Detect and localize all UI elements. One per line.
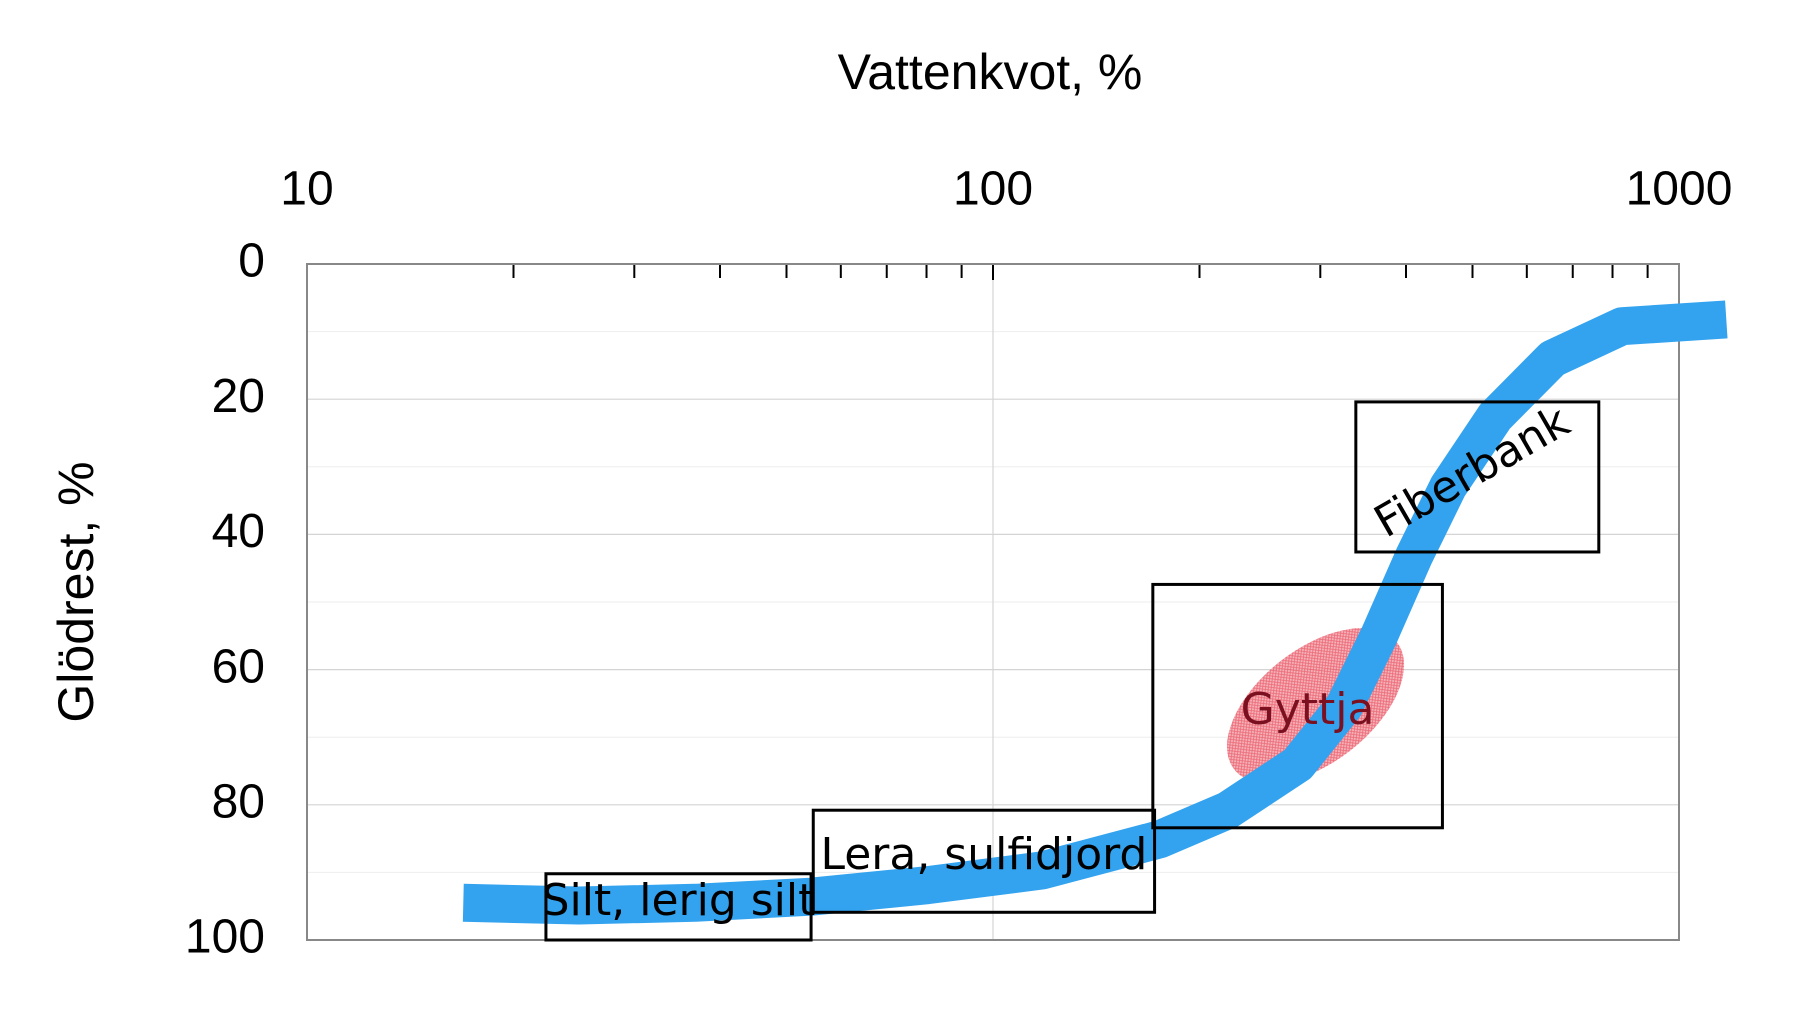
y-tick-label: 20	[212, 370, 265, 423]
curve	[462, 300, 1728, 925]
region-box	[1354, 400, 1601, 554]
region-box	[811, 808, 1157, 914]
region-box	[1151, 582, 1444, 830]
y-tick-label: 0	[238, 235, 265, 288]
y-tick-label: 60	[212, 640, 265, 693]
region-box	[544, 872, 813, 942]
y-tick-label: 100	[185, 911, 265, 964]
x-axis-title: Vattenkvot, %	[838, 44, 1143, 100]
region-label: Lera, sulfidjord	[820, 829, 1147, 880]
y-tick-label: 40	[212, 505, 265, 558]
x-tick-label: 1000	[1626, 163, 1733, 216]
y-axis-title: Glödrest, %	[48, 461, 104, 722]
x-tick-label: 100	[953, 163, 1033, 216]
y-tick-label: 80	[212, 775, 265, 828]
plot-frame	[306, 263, 1680, 941]
x-tick-label: 10	[280, 163, 333, 216]
ellipse-label: Gyttja	[1241, 684, 1375, 735]
region-label: Silt, lerig silt	[542, 875, 816, 926]
